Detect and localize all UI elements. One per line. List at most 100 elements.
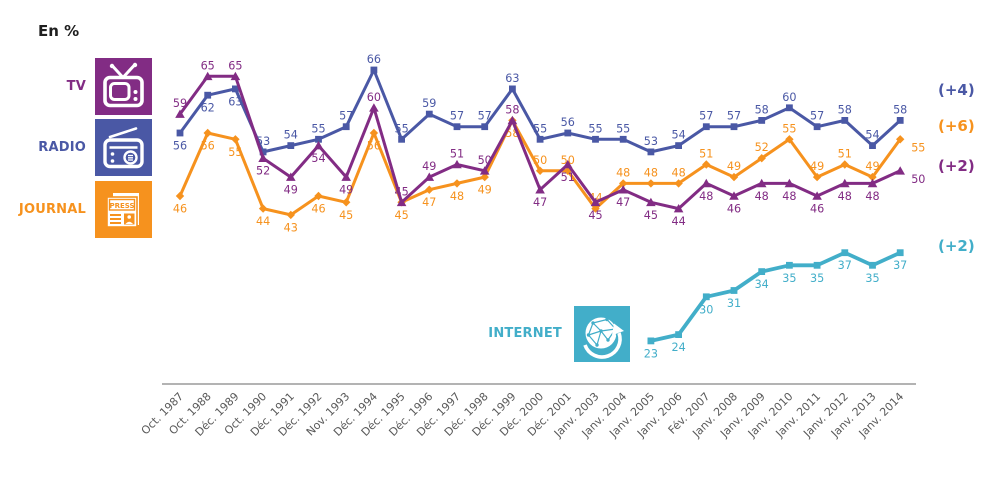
data-point-label: 23	[644, 347, 658, 360]
data-point-marker	[756, 178, 767, 188]
data-point-marker	[535, 185, 545, 194]
data-point-marker	[398, 135, 405, 143]
data-point-label: 59	[422, 97, 436, 110]
data-point-marker	[841, 249, 849, 257]
data-point-label: 49	[284, 184, 298, 197]
data-point-label: 50	[533, 154, 547, 167]
data-point-marker	[479, 166, 490, 175]
data-point-marker	[370, 66, 378, 74]
data-point-label: 55	[616, 122, 630, 135]
data-point-marker	[729, 172, 739, 182]
data-point-label: 48	[616, 166, 630, 179]
data-point-marker	[896, 249, 904, 257]
data-point-marker	[204, 91, 212, 99]
data-point-label: 58	[755, 103, 769, 116]
data-point-label: 47	[533, 196, 547, 209]
data-point-label: 31	[727, 297, 741, 310]
data-point-label: 57	[478, 110, 492, 123]
data-point-label: 56	[201, 140, 215, 153]
data-point-label: 57	[727, 110, 741, 123]
data-point-marker	[481, 123, 489, 131]
data-point-marker	[259, 148, 267, 156]
data-point-marker	[786, 104, 793, 112]
data-point-marker	[840, 178, 850, 188]
data-point-marker	[619, 179, 628, 188]
data-point-label: 54	[311, 152, 325, 165]
data-point-label: 48	[755, 190, 769, 203]
data-point-marker	[369, 128, 379, 138]
data-point-marker	[452, 159, 462, 169]
data-point-label: 63	[228, 95, 242, 108]
data-point-label: 51	[450, 148, 464, 161]
data-point-label: 45	[394, 209, 408, 222]
final-change-badge-journal: (+6)	[938, 117, 975, 135]
data-point-label: 54	[284, 129, 298, 142]
data-point-label: 49	[727, 160, 741, 173]
data-point-marker	[480, 172, 489, 182]
final-change-badge-tv: (+2)	[938, 157, 975, 175]
data-point-label: 46	[810, 203, 824, 216]
data-point-marker	[675, 142, 682, 149]
series-internet: 23 24 30 31 34 35 35 37 35 37 (+2)	[644, 237, 975, 360]
data-point-label: 47	[616, 196, 630, 209]
data-point-label: 35	[810, 272, 824, 285]
data-point-label: 45	[339, 209, 353, 222]
data-point-label: 55	[911, 141, 925, 154]
data-point-marker	[702, 160, 711, 169]
data-point-marker	[646, 197, 656, 207]
data-point-marker	[812, 191, 822, 200]
data-point-marker	[730, 287, 738, 294]
data-point-label: 48	[644, 166, 658, 179]
data-point-marker	[424, 172, 435, 181]
journal-icon: PRESS	[95, 181, 152, 238]
data-point-marker	[646, 179, 656, 188]
data-point-marker	[591, 204, 600, 213]
data-point-marker	[342, 198, 351, 207]
legend-item-journal: JOURNAL PRESS	[0, 181, 152, 238]
data-point-label: 55	[782, 122, 796, 135]
data-point-marker	[425, 185, 434, 194]
data-point-label: 63	[505, 72, 519, 85]
data-point-label: 51	[699, 148, 713, 161]
data-point-marker	[563, 159, 573, 169]
data-point-marker	[509, 85, 516, 93]
data-point-label: 37	[838, 259, 852, 272]
data-point-label: 49	[810, 160, 824, 173]
data-point-label: 56	[367, 140, 381, 153]
data-point-marker	[176, 129, 184, 137]
data-point-marker	[203, 128, 212, 138]
data-point-marker	[618, 185, 628, 194]
data-point-label: 50	[911, 173, 925, 186]
data-point-label: 54	[671, 129, 685, 142]
data-point-label: 44	[671, 215, 685, 228]
data-point-marker	[896, 135, 905, 144]
data-point-label: 52	[256, 165, 270, 178]
data-point-label: 35	[865, 272, 879, 285]
data-point-marker	[536, 135, 544, 143]
data-point-label: 57	[810, 110, 824, 123]
data-point-marker	[535, 166, 545, 175]
data-point-marker	[868, 172, 877, 182]
data-point-label: 65	[228, 59, 242, 72]
data-point-marker	[867, 178, 878, 188]
data-point-label: 56	[173, 140, 187, 153]
legend-label-journal: JOURNAL	[18, 202, 86, 217]
legend-label-internet: INTERNET	[488, 326, 562, 341]
data-point-label: 46	[173, 203, 187, 216]
data-point-marker	[869, 142, 876, 149]
data-point-label: 30	[699, 303, 713, 316]
data-point-label: 55	[533, 122, 547, 135]
series-line-internet	[649, 250, 903, 343]
data-point-label: 55	[394, 122, 408, 135]
data-point-label: 47	[422, 196, 436, 209]
legend-label-tv: TV	[66, 79, 86, 94]
data-point-label: 54	[865, 129, 879, 142]
svg-text:PRESS: PRESS	[109, 202, 134, 210]
data-point-marker	[647, 337, 655, 345]
legend-item-radio: RADIO	[0, 119, 152, 176]
data-point-marker	[202, 71, 213, 81]
data-point-label: 58	[893, 103, 907, 116]
data-point-label: 49	[865, 160, 879, 173]
